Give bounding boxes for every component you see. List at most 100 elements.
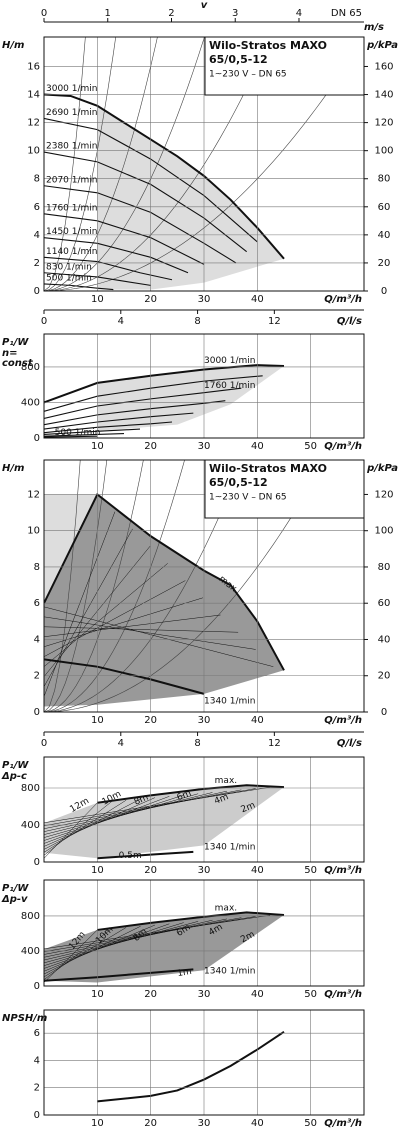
plot-area bbox=[44, 911, 285, 983]
plot-area bbox=[97, 1030, 285, 1103]
x-tick-label: 30 bbox=[198, 715, 211, 726]
x2-axis-label: Q/l/s bbox=[337, 738, 362, 749]
control-line bbox=[44, 626, 239, 633]
y2-tick-label: 20 bbox=[378, 671, 391, 682]
curve-label: 1340 1/min bbox=[204, 967, 256, 977]
plot-frame bbox=[43, 459, 365, 713]
chart-panel: 0 400 800 10 20 30 40 50 Q/m³/h P₁/WΔp-c max. 1340 … bbox=[1, 756, 365, 876]
x-axis-label: Q/m³/h bbox=[324, 294, 362, 305]
y2-tick-label: 0 bbox=[381, 286, 387, 297]
x-axis-label: Q/m³/h bbox=[324, 989, 362, 1000]
x2-tick-label: 12 bbox=[268, 738, 281, 749]
x2-tick-label: 0 bbox=[41, 316, 47, 327]
annotation: 1m bbox=[177, 967, 193, 979]
x-tick-label: 40 bbox=[251, 865, 264, 876]
y-tick-label: 400 bbox=[21, 946, 40, 957]
y-tick-label: 0 bbox=[34, 286, 40, 297]
plot-frame bbox=[43, 36, 365, 292]
y2-tick-label: 100 bbox=[374, 146, 393, 157]
info-text: Wilo-Stratos MAXO bbox=[209, 39, 327, 52]
y-axis-label: H/m bbox=[2, 40, 24, 51]
control-line bbox=[44, 606, 274, 667]
curve bbox=[44, 283, 114, 291]
top-axis-label: v bbox=[201, 0, 208, 11]
control-line bbox=[44, 799, 127, 853]
curve bbox=[44, 213, 205, 265]
control-line bbox=[44, 793, 199, 838]
chart-panel: 0 2 4 6 10 20 30 40 50 Q/m³/h NPSH/m bbox=[2, 1009, 365, 1129]
control-line bbox=[44, 927, 127, 978]
control-line bbox=[44, 563, 168, 667]
y-tick-label: 800 bbox=[21, 362, 40, 373]
y-tick-label: 400 bbox=[21, 397, 40, 408]
top-tick-label: 3 bbox=[232, 8, 238, 19]
x-tick-label: 20 bbox=[144, 989, 157, 1000]
x-axis-label: Q/m³/h bbox=[324, 865, 362, 876]
plot-frame bbox=[43, 1009, 365, 1116]
curve-label: 500 1/min bbox=[55, 428, 101, 438]
operating-range bbox=[97, 365, 284, 431]
x2-axis-label: Q/l/s bbox=[337, 316, 362, 327]
x2-tick-label: 0 bbox=[41, 738, 47, 749]
x-tick-label: 30 bbox=[198, 294, 211, 305]
x2-tick-label: 8 bbox=[194, 738, 200, 749]
info-text: 65/0,5-12 bbox=[209, 53, 268, 66]
y-axis-label: P₁/W bbox=[2, 337, 29, 348]
curve-label: max. bbox=[215, 904, 237, 914]
curve-label: 2690 1/min bbox=[46, 108, 98, 118]
y-tick-label: 0 bbox=[34, 1110, 40, 1121]
curve bbox=[44, 412, 194, 430]
annotation: 0.5m bbox=[119, 851, 142, 861]
x-tick-label: 50 bbox=[304, 865, 317, 876]
y2-axis-label: p/kPa bbox=[366, 463, 398, 474]
top-tick-label: 1 bbox=[105, 8, 111, 19]
y2-tick-label: 60 bbox=[378, 202, 391, 213]
curve-label: 1340 1/min bbox=[204, 697, 256, 707]
x2-tick-label: 4 bbox=[118, 738, 124, 749]
top-tick-label: 0 bbox=[41, 8, 47, 19]
x-tick-label: 10 bbox=[91, 294, 104, 305]
y2-tick-label: 120 bbox=[374, 118, 393, 129]
y-axis-label: H/m bbox=[2, 463, 24, 474]
curve-label: max. bbox=[215, 776, 237, 786]
y2-tick-label: 80 bbox=[378, 562, 391, 573]
curve bbox=[44, 237, 189, 274]
info-box bbox=[204, 36, 365, 96]
curve bbox=[97, 1030, 285, 1103]
y-axis-label: P₁/W bbox=[2, 883, 29, 894]
y-tick-label: 6 bbox=[34, 598, 40, 609]
plot-area bbox=[44, 37, 364, 291]
curve bbox=[44, 421, 173, 434]
y-tick-label: 4 bbox=[34, 634, 40, 645]
x-tick-label: 30 bbox=[198, 441, 211, 452]
y-tick-label: 10 bbox=[27, 526, 40, 537]
plot-area bbox=[44, 364, 285, 438]
x-tick-label: 30 bbox=[198, 989, 211, 1000]
y2-tick-label: 100 bbox=[374, 526, 393, 537]
x-tick-label: 40 bbox=[251, 294, 264, 305]
curve-label: 1450 1/min bbox=[46, 227, 98, 237]
y2-tick-label: 60 bbox=[378, 598, 391, 609]
info-text: 65/0,5-12 bbox=[209, 476, 268, 489]
curve-label: 830 1/min bbox=[46, 262, 92, 272]
control-line bbox=[44, 926, 141, 975]
top-tick-label: 4 bbox=[296, 8, 302, 19]
x2-tick-label: 4 bbox=[118, 316, 124, 327]
x-tick-label: 50 bbox=[304, 1118, 317, 1129]
y-tick-label: 2 bbox=[34, 258, 40, 269]
plot-frame bbox=[43, 879, 365, 987]
x-tick-label: 10 bbox=[91, 441, 104, 452]
curve bbox=[44, 364, 285, 404]
info-box bbox=[204, 459, 365, 519]
x-tick-label: 20 bbox=[144, 715, 157, 726]
control-line bbox=[44, 919, 213, 961]
y2-tick-label: 140 bbox=[374, 90, 393, 101]
info-text: Wilo-Stratos MAXO bbox=[209, 462, 327, 475]
curve-label: 2380 1/min bbox=[46, 142, 98, 152]
curve-label: 3000 1/min bbox=[46, 84, 98, 94]
x2-tick-label: 8 bbox=[194, 316, 200, 327]
y-axis-label: NPSH/m bbox=[2, 1013, 47, 1024]
curve-label: 1340 1/min bbox=[204, 843, 256, 853]
y-tick-label: 0 bbox=[34, 981, 40, 992]
